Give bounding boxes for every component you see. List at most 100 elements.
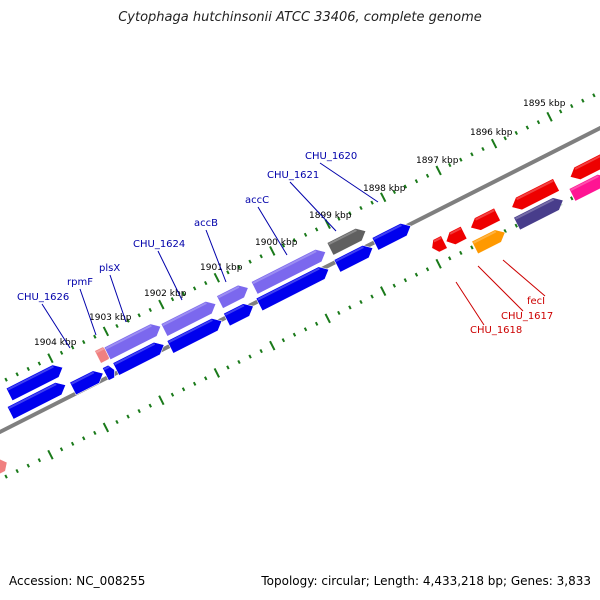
gene-highlight <box>7 365 54 391</box>
tick-mark <box>248 354 252 359</box>
tick-mark <box>370 200 374 205</box>
gene-label-chu-1618: CHU_1618 <box>470 325 522 336</box>
tick-mark <box>348 211 352 216</box>
tick-label: 1898 kbp <box>363 184 406 194</box>
inner-tick-track <box>4 185 596 479</box>
tick-label: 1897 kbp <box>416 156 459 166</box>
tick-label: 1896 kbp <box>470 128 513 138</box>
gene-label-plsx: plsX <box>99 263 120 274</box>
gene-label-feci: fecI <box>527 296 545 307</box>
leader-line <box>257 206 288 256</box>
tick-mark <box>59 350 64 355</box>
tick-mark <box>115 323 119 329</box>
gene-chu-1626 <box>6 382 67 420</box>
gene-chu-1613 <box>568 173 600 202</box>
tick-mark <box>70 441 75 446</box>
tick-mark <box>558 109 563 114</box>
tick-mark <box>181 387 186 392</box>
gene-highlight <box>328 229 357 245</box>
leader-line <box>205 229 227 283</box>
gene-label-chu-1624: CHU_1624 <box>133 239 185 250</box>
tick-mark <box>269 340 276 351</box>
tick-mark <box>47 353 54 364</box>
gene-rpmF <box>69 370 104 396</box>
gene-highlight <box>449 227 462 235</box>
tick-mark <box>4 474 8 479</box>
gene-label-chu-1620: CHU_1620 <box>305 151 357 162</box>
gene-small <box>101 364 115 381</box>
gene-highlight <box>105 324 152 350</box>
tick-mark <box>15 372 19 377</box>
tick-label: 1903 kbp <box>89 313 132 323</box>
gene-chu-1617 <box>470 207 501 231</box>
leader-line <box>41 303 71 349</box>
tick-mark <box>425 173 430 178</box>
tick-label: 1900 kbp <box>255 238 298 248</box>
tick-mark <box>192 286 197 291</box>
tick-mark <box>403 278 408 283</box>
gene-highlight <box>8 383 57 409</box>
tick-mark <box>380 192 387 203</box>
map-title: Cytophaga hutchinsonii ATCC 33406, compl… <box>118 10 482 25</box>
tick-mark <box>170 297 175 302</box>
tick-mark <box>337 310 341 315</box>
genome-stats-text: Topology: circular; Length: 4,433,218 bp… <box>261 574 591 588</box>
gene-accB <box>223 303 254 327</box>
tick-mark <box>459 250 463 255</box>
gene-highlight <box>570 175 599 191</box>
tick-mark <box>126 318 130 323</box>
gene-highlight <box>433 236 442 243</box>
leader-line <box>319 162 379 203</box>
gene-chu-1618 <box>445 225 468 245</box>
gene-chu-1620 <box>371 222 412 251</box>
tick-mark <box>425 267 430 272</box>
gene-label-accb: accB <box>194 218 218 229</box>
tick-mark <box>337 216 341 221</box>
tick-mark <box>403 184 408 189</box>
tick-mark <box>324 313 331 324</box>
gene-fecI <box>471 229 506 255</box>
tick-mark <box>281 338 286 343</box>
gene-label-chu-1617: CHU_1617 <box>501 311 553 322</box>
tick-mark <box>115 419 119 425</box>
tick-mark <box>459 157 463 162</box>
tick-mark <box>435 258 442 269</box>
tick-mark <box>448 256 452 261</box>
gene-chu-1614 <box>569 153 600 181</box>
tick-mark <box>148 403 152 408</box>
tick-mark <box>15 469 19 474</box>
tick-labels: 1895 kbp 1896 kbp 1897 kbp 1898 kbp 1899 kbp… <box>34 99 566 348</box>
gene-label-accc: accC <box>245 195 269 206</box>
tick-mark <box>226 270 230 275</box>
gene-chu-1616 <box>511 178 560 211</box>
tick-mark <box>102 422 110 433</box>
gene-chu-1627 <box>5 364 64 402</box>
gene-accB-upper <box>216 284 249 309</box>
tick-mark <box>514 223 518 228</box>
tick-mark <box>481 146 485 152</box>
gene-highlight <box>574 155 600 170</box>
tick-mark <box>126 414 130 419</box>
gene-chu-1621b <box>333 244 374 273</box>
gene-highlight <box>224 304 245 316</box>
gene-highlight <box>162 302 207 327</box>
tick-mark <box>248 259 252 264</box>
tick-mark <box>204 281 208 286</box>
tick-mark <box>70 345 75 350</box>
tick-mark <box>192 381 197 386</box>
tick-mark <box>414 179 419 184</box>
leader-line <box>502 259 546 297</box>
accession-text: Accession: NC_008255 <box>9 574 146 588</box>
tick-mark <box>514 130 518 135</box>
tick-mark <box>213 272 220 283</box>
gene-label-chu-1621: CHU_1621 <box>267 170 319 181</box>
gene-label-chu-1626: CHU_1626 <box>17 292 69 303</box>
tick-mark <box>82 436 86 441</box>
gene-highlight <box>515 198 555 220</box>
tick-mark <box>137 313 141 318</box>
gene-highlight <box>475 209 495 221</box>
leader-line <box>455 281 485 326</box>
tick-mark <box>359 205 363 211</box>
tick-mark <box>59 447 64 452</box>
